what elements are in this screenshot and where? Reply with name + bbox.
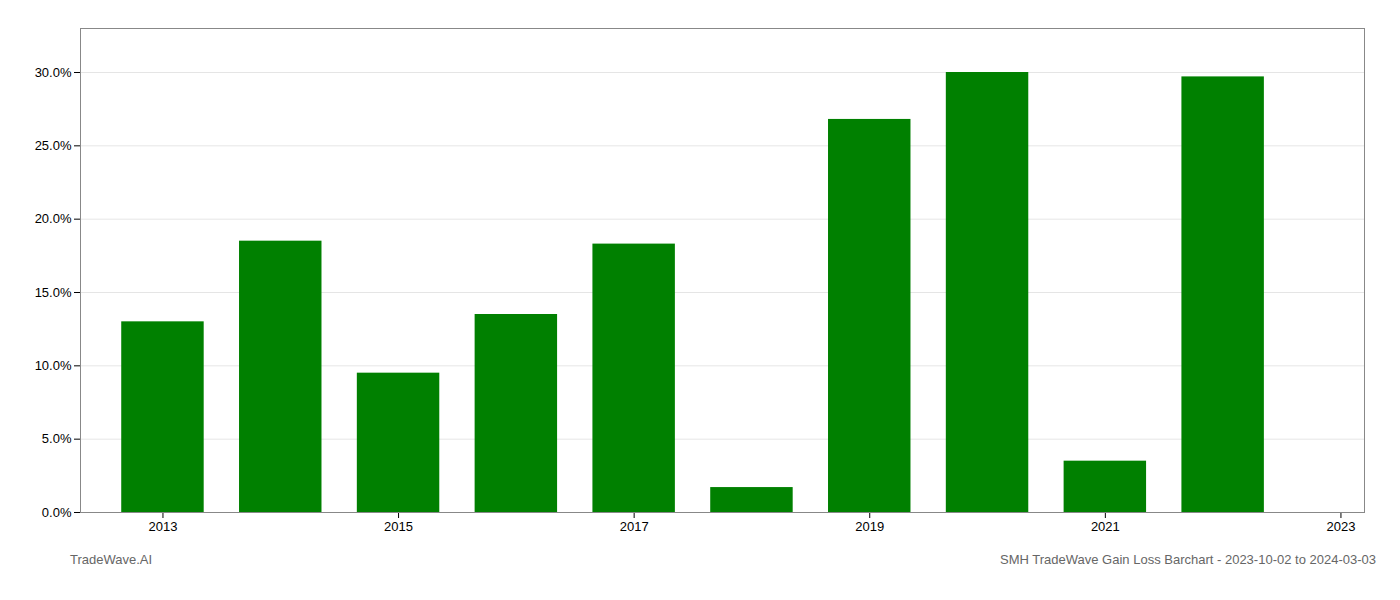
svg-text:2019: 2019: [855, 519, 884, 534]
svg-text:2013: 2013: [148, 519, 177, 534]
svg-text:20.0%: 20.0%: [35, 211, 72, 226]
svg-text:0.0%: 0.0%: [42, 505, 72, 520]
html-text:TradeWave.AI: TradeWave.AI: [70, 552, 153, 567]
svg-text:15.0%: 15.0%: [35, 285, 72, 300]
svg-text:10.0%: 10.0%: [35, 358, 72, 373]
svg-text:30.0%: 30.0%: [35, 65, 72, 80]
svg-text:5.0%: 5.0%: [42, 431, 72, 446]
html-text:SMH TradeWave Gain Loss Barcha: SMH TradeWave Gain Loss Barchart - 2023-…: [1000, 552, 1376, 567]
svg-text:2015: 2015: [384, 519, 413, 534]
svg-text:2023: 2023: [1326, 519, 1355, 534]
svg-text:25.0%: 25.0%: [35, 138, 72, 153]
svg-text:2017: 2017: [620, 519, 649, 534]
svg-text:2021: 2021: [1091, 519, 1120, 534]
